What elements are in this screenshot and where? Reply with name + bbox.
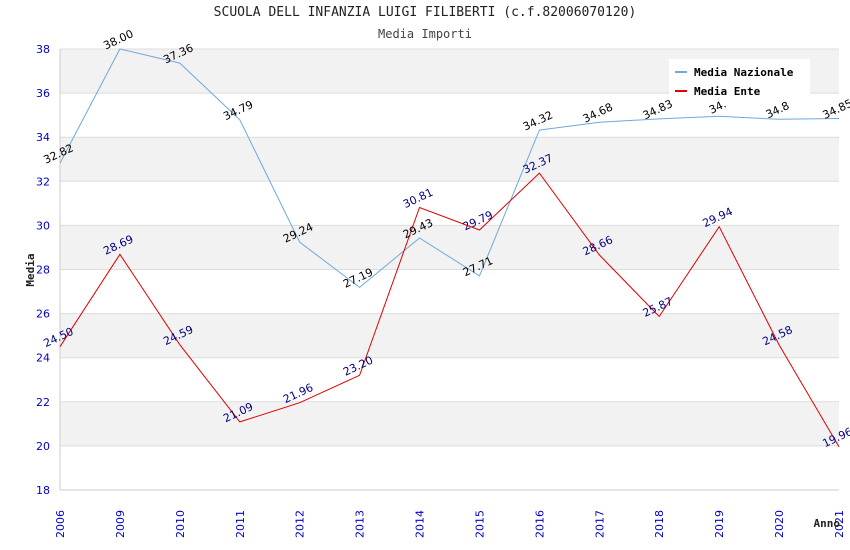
grid-band bbox=[60, 313, 839, 358]
chart-title: SCUOLA DELL INFANZIA LUIGI FILIBERTI (c.… bbox=[213, 5, 637, 20]
data-label-nazionale: 34.32 bbox=[521, 108, 555, 133]
y-tick-label: 26 bbox=[36, 308, 50, 321]
y-tick-label: 30 bbox=[36, 219, 50, 232]
legend-label: Media Nazionale bbox=[694, 66, 794, 79]
x-tick-label: 2009 bbox=[114, 510, 127, 538]
grid-band bbox=[60, 225, 839, 270]
x-tick-label: 2018 bbox=[653, 510, 666, 538]
y-tick-label: 24 bbox=[36, 352, 50, 365]
y-tick-label: 38 bbox=[36, 43, 50, 56]
x-tick-label: 2017 bbox=[593, 510, 606, 538]
x-tick-label: 2011 bbox=[234, 510, 247, 538]
y-tick-label: 22 bbox=[36, 396, 50, 409]
series-line-nazionale bbox=[59, 48, 840, 289]
x-tick-label: 2013 bbox=[354, 510, 367, 538]
x-tick-label: 2019 bbox=[713, 510, 726, 538]
series-line-ente bbox=[59, 172, 840, 448]
x-tick-label: 2021 bbox=[833, 510, 846, 538]
y-tick-label: 34 bbox=[36, 131, 50, 144]
grid-band bbox=[60, 137, 839, 182]
x-tick-label: 2006 bbox=[54, 510, 67, 538]
x-tick-label: 2020 bbox=[773, 510, 786, 538]
x-axis-title: Anno bbox=[814, 517, 841, 530]
data-label-nazionale: 34. bbox=[707, 97, 728, 116]
y-tick-label: 18 bbox=[36, 484, 50, 497]
legend-box bbox=[669, 59, 810, 97]
chart-subtitle: Media Importi bbox=[378, 27, 472, 41]
data-label-nazionale: 34.8 bbox=[764, 99, 792, 121]
x-tick-label: 2014 bbox=[414, 510, 427, 538]
grid-band bbox=[60, 401, 839, 446]
y-tick-label: 20 bbox=[36, 440, 50, 453]
data-label-ente: 30.81 bbox=[401, 186, 435, 211]
data-label-nazionale: 34.79 bbox=[221, 98, 255, 123]
x-tick-label: 2010 bbox=[174, 510, 187, 538]
x-tick-label: 2012 bbox=[294, 510, 307, 538]
y-tick-label: 28 bbox=[36, 264, 50, 277]
y-tick-label: 36 bbox=[36, 87, 50, 100]
x-tick-label: 2016 bbox=[533, 510, 546, 538]
y-tick-label: 32 bbox=[36, 175, 50, 188]
y-axis-title: Media bbox=[24, 253, 37, 286]
legend-label: Media Ente bbox=[694, 85, 761, 98]
x-tick-label: 2015 bbox=[473, 510, 486, 538]
